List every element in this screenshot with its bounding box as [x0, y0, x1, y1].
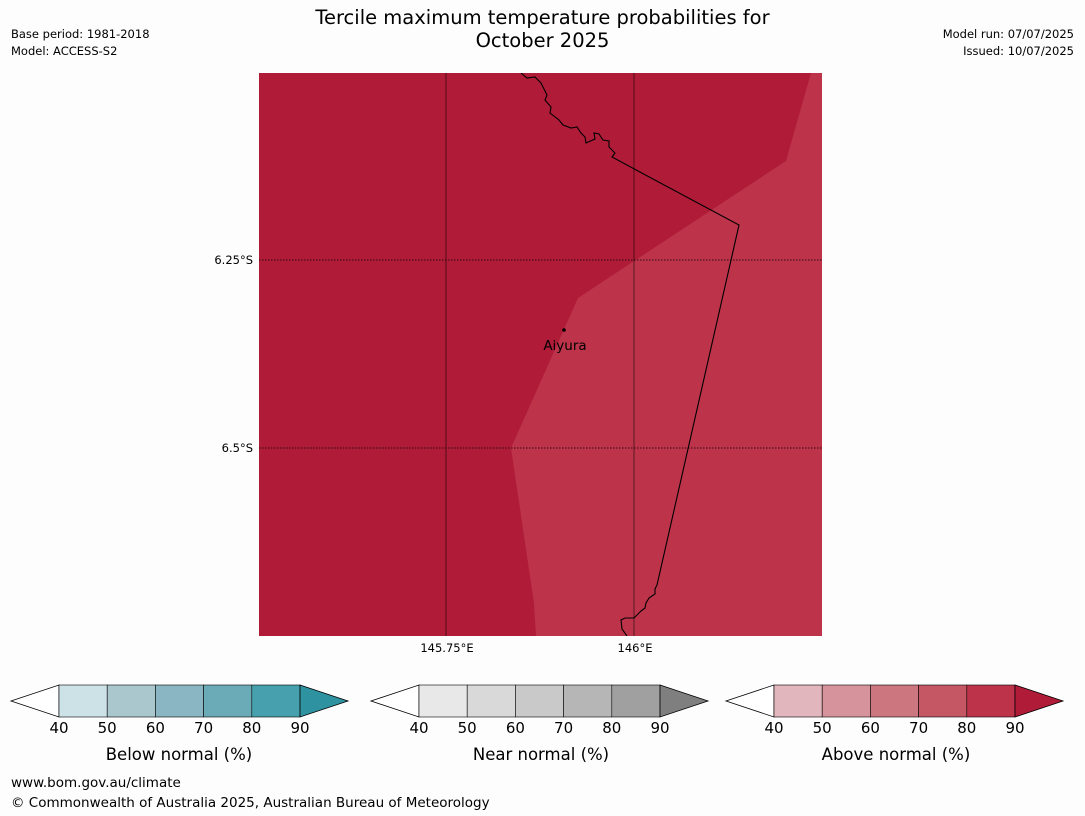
legend-below-normal-swatch — [58, 684, 108, 718]
legend-near-normal-tick: 50 — [457, 719, 477, 737]
map-title: Tercile maximum temperature probabilitie… — [0, 6, 1085, 52]
legend-above-normal-tick: 90 — [1005, 719, 1025, 737]
legend-below-normal-tick: 70 — [194, 719, 214, 737]
legend-near-normal-tick: 90 — [650, 719, 670, 737]
legend-below-normal-swatch — [106, 684, 156, 718]
issued-date: Issued: 10/07/2025 — [963, 44, 1074, 58]
place-label: Aiyura — [543, 338, 586, 354]
lon-label-145-75e: 145.75°E — [420, 641, 474, 655]
legend-above-normal-swatch — [870, 684, 919, 718]
meta-right: Model run: 07/07/2025 Issued: 10/07/2025 — [943, 26, 1074, 60]
legend-above-normal-tick: 80 — [957, 719, 977, 737]
model-run: Model run: 07/07/2025 — [942, 27, 1074, 41]
legend-near-normal-over-triangle — [659, 684, 710, 718]
legend-below-normal-tick: 90 — [290, 719, 310, 737]
legend-above-normal-swatch — [918, 684, 968, 718]
legend-below-normal-swatch — [251, 684, 301, 718]
legend-above-normal-swatch — [773, 684, 823, 718]
legend-above-normal-tick: 40 — [764, 719, 784, 737]
legend-above-normal-tick: 60 — [860, 719, 880, 737]
lat-label-6-5s: 6.5°S — [221, 441, 253, 455]
region-above-70-80 — [511, 73, 822, 636]
legend-above-normal-bar — [724, 684, 1065, 718]
legend-below-normal-swatch — [155, 684, 204, 718]
footer-copyright: © Commonwealth of Australia 2025, Austra… — [11, 795, 490, 811]
title-line-2: October 2025 — [475, 29, 610, 52]
legend-near-normal-swatch — [418, 684, 468, 718]
legend-above-normal-tick: 50 — [812, 719, 832, 737]
legend-below-normal-over-triangle — [299, 684, 350, 718]
legend-above-normal-swatch — [966, 684, 1016, 718]
legend-below-normal-title: Below normal (%) — [105, 745, 253, 764]
place-marker — [562, 328, 566, 332]
legend-below-normal-bar — [9, 684, 350, 718]
legend-below-normal-swatch — [203, 684, 253, 718]
title-line-1: Tercile maximum temperature probabilitie… — [315, 6, 770, 29]
legend-above-normal-title: Above normal (%) — [821, 745, 971, 764]
base-period: Base period: 1981-2018 — [11, 27, 150, 41]
legend-above-normal-tick: 70 — [909, 719, 929, 737]
legend-near-normal-bar — [369, 684, 710, 718]
map-panel[interactable]: Aiyura — [259, 73, 822, 636]
legend-near-normal-tick: 40 — [409, 719, 429, 737]
legend-above-normal-over-triangle — [1014, 684, 1065, 718]
legend-near-normal-tick: 60 — [505, 719, 525, 737]
legend-below-normal-tick: 40 — [49, 719, 69, 737]
legend-below-normal-tick: 50 — [97, 719, 117, 737]
legend-below-normal-tick: 60 — [145, 719, 165, 737]
legend-above-normal-swatch — [821, 684, 871, 718]
legend-near-normal-swatch — [563, 684, 613, 718]
model-name: Model: ACCESS-S2 — [11, 44, 118, 58]
legend-near-normal-swatch — [466, 684, 516, 718]
legend-near-normal-title: Near normal (%) — [472, 745, 610, 764]
legend-near-normal-under-triangle — [369, 684, 420, 718]
meta-left: Base period: 1981-2018 Model: ACCESS-S2 — [11, 26, 150, 60]
legend-near-normal-tick: 80 — [602, 719, 622, 737]
legend-near-normal-tick: 70 — [554, 719, 574, 737]
legend-near-normal-swatch — [611, 684, 661, 718]
legend-near-normal-swatch — [515, 684, 564, 718]
boundary-line — [520, 73, 740, 636]
legend-below-normal-tick: 80 — [242, 719, 262, 737]
footer-url[interactable]: www.bom.gov.au/climate — [11, 775, 181, 791]
legend-below-normal-under-triangle — [9, 684, 60, 718]
lat-label-6-25s: 6.25°S — [214, 253, 253, 267]
legend-above-normal-under-triangle — [724, 684, 775, 718]
lon-label-146e: 146°E — [617, 641, 653, 655]
